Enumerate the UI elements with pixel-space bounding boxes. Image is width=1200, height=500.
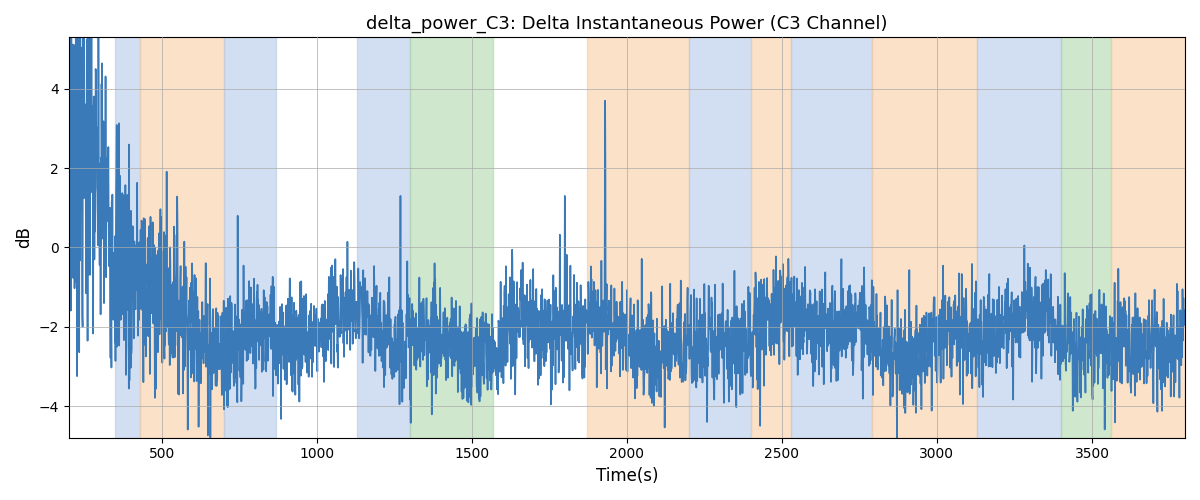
- Bar: [223, 38, 276, 438]
- Y-axis label: dB: dB: [16, 226, 34, 248]
- Bar: [1061, 38, 1110, 438]
- Bar: [1110, 38, 1184, 438]
- X-axis label: Time(s): Time(s): [595, 467, 658, 485]
- Bar: [409, 38, 493, 438]
- Title: delta_power_C3: Delta Instantaneous Power (C3 Channel): delta_power_C3: Delta Instantaneous Powe…: [366, 15, 888, 34]
- Bar: [872, 38, 977, 438]
- Bar: [689, 38, 751, 438]
- Bar: [791, 38, 872, 438]
- Bar: [751, 38, 791, 438]
- Bar: [587, 38, 689, 438]
- Bar: [358, 38, 409, 438]
- Bar: [115, 38, 140, 438]
- Bar: [977, 38, 1061, 438]
- Bar: [140, 38, 223, 438]
